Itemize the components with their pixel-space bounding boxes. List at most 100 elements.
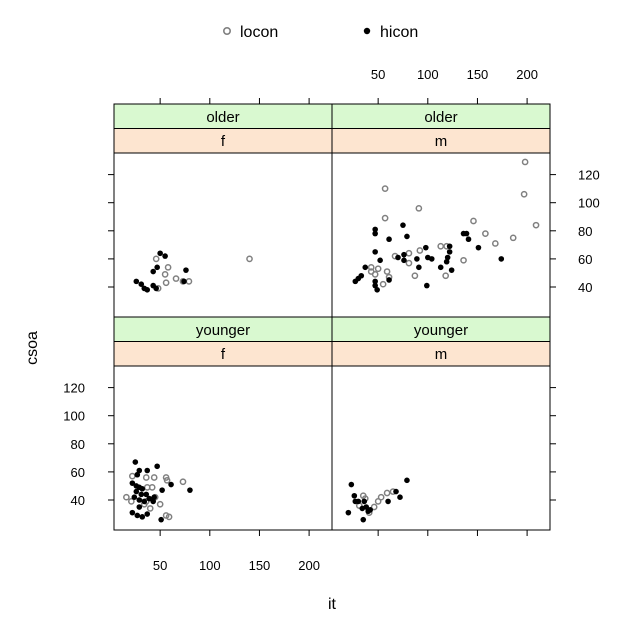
point-hicon [159,487,165,493]
point-locon [162,279,170,287]
strip-outer [331,103,551,129]
x-axis-label: it [328,596,337,613]
point-hicon [139,514,146,520]
y-tick-label: 40 [71,493,85,508]
point-hicon [465,236,472,243]
strip-outer-label: younger [414,322,468,339]
point-hicon [132,459,139,465]
strip-inner-label: m [435,133,448,150]
point-locon [482,230,489,237]
point-locon [460,256,467,264]
point-locon [415,204,423,212]
point-locon [128,472,136,480]
point-hicon [367,507,374,513]
point-hicon [428,256,435,262]
legend-label-locon: locon [240,24,278,41]
point-hicon [385,498,391,505]
point-locon [165,513,173,521]
point-hicon [475,244,482,251]
point-locon [509,234,517,242]
panel-younger-m: younger m [331,316,556,536]
point-locon [164,263,172,271]
strip-inner-label: f [221,133,226,150]
x-tick-label: 100 [199,558,221,573]
point-hicon [448,267,455,273]
point-hicon [352,278,359,285]
point-hicon [136,497,143,503]
x-tick-label: 200 [298,558,320,573]
strip-outer [113,103,333,129]
point-locon [374,498,382,505]
point-locon [470,217,477,225]
point-hicon [129,480,136,486]
point-hicon [181,278,187,285]
point-locon [179,478,187,486]
point-locon [367,268,375,275]
x-tick-label: 200 [516,67,538,82]
point-hicon [414,256,420,262]
point-locon [379,280,387,288]
point-hicon [355,498,362,505]
point-locon [521,158,529,166]
strip-inner [331,341,551,367]
point-locon [367,263,375,271]
point-hicon [134,471,141,478]
strip-inner-label: m [435,346,448,363]
point-hicon [157,250,163,257]
point-locon [150,474,158,481]
point-hicon [400,222,406,228]
legend-label-hicon: hicon [380,24,418,41]
point-locon [185,278,193,285]
x-tick-label: 50 [153,558,167,573]
point-locon [146,505,154,512]
point-hicon [345,509,352,516]
point-hicon [151,494,157,500]
y-tick-label: 60 [578,252,592,267]
point-hicon [444,254,451,261]
point-locon [123,493,130,501]
point-hicon [141,498,148,505]
point-hicon [134,512,141,519]
point-hicon [359,505,366,512]
point-hicon [129,509,136,516]
legend-marker-hicon [363,27,371,35]
point-locon [381,185,389,192]
point-locon [128,498,135,505]
point-hicon [397,494,403,500]
point-hicon [136,467,143,474]
point-hicon [162,253,168,259]
point-locon [163,476,171,484]
point-hicon [386,277,392,283]
point-hicon [401,257,407,264]
y-tick-label: 60 [71,465,85,480]
point-hicon [139,485,146,492]
point-hicon [187,487,193,493]
point-locon [491,240,499,247]
point-locon [442,272,450,280]
point-hicon [372,249,378,255]
point-hicon [424,282,430,289]
y-axis-label: csoa [24,331,41,365]
point-hicon [158,516,164,523]
point-hicon [150,268,156,275]
y-tick-label: 100 [63,409,85,424]
point-locon [383,489,391,497]
point-hicon [144,287,151,293]
panel-frame [331,152,551,318]
point-hicon [374,287,380,293]
point-locon [411,272,419,280]
point-locon [374,265,382,273]
point-hicon [133,488,140,495]
point-hicon [183,267,189,273]
point-hicon [437,264,444,271]
point-hicon [133,278,140,285]
point-hicon [143,491,150,498]
strip-inner-label: f [221,346,226,363]
point-hicon [377,257,383,264]
point-hicon [423,244,429,251]
point-hicon [404,477,410,484]
point-locon [405,259,413,267]
point-locon [381,214,389,222]
y-tick-label: 80 [578,224,592,239]
point-hicon [131,494,138,500]
